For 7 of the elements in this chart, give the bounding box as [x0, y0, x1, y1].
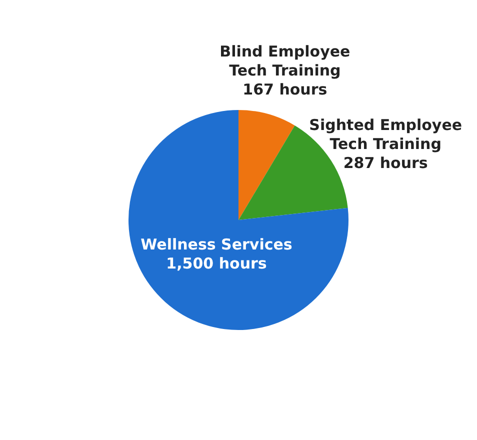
data-label: 287 hours — [343, 154, 428, 172]
slice-label: Sighted Employee Tech Training — [309, 116, 462, 154]
slice-label: Blind Employee Tech Training — [220, 42, 350, 80]
data-label: 167 hours — [242, 80, 328, 98]
data-label: 1,500 hours — [166, 254, 267, 273]
pie-slice — [238, 110, 295, 220]
slice-label: Wellness Services — [140, 236, 292, 254]
